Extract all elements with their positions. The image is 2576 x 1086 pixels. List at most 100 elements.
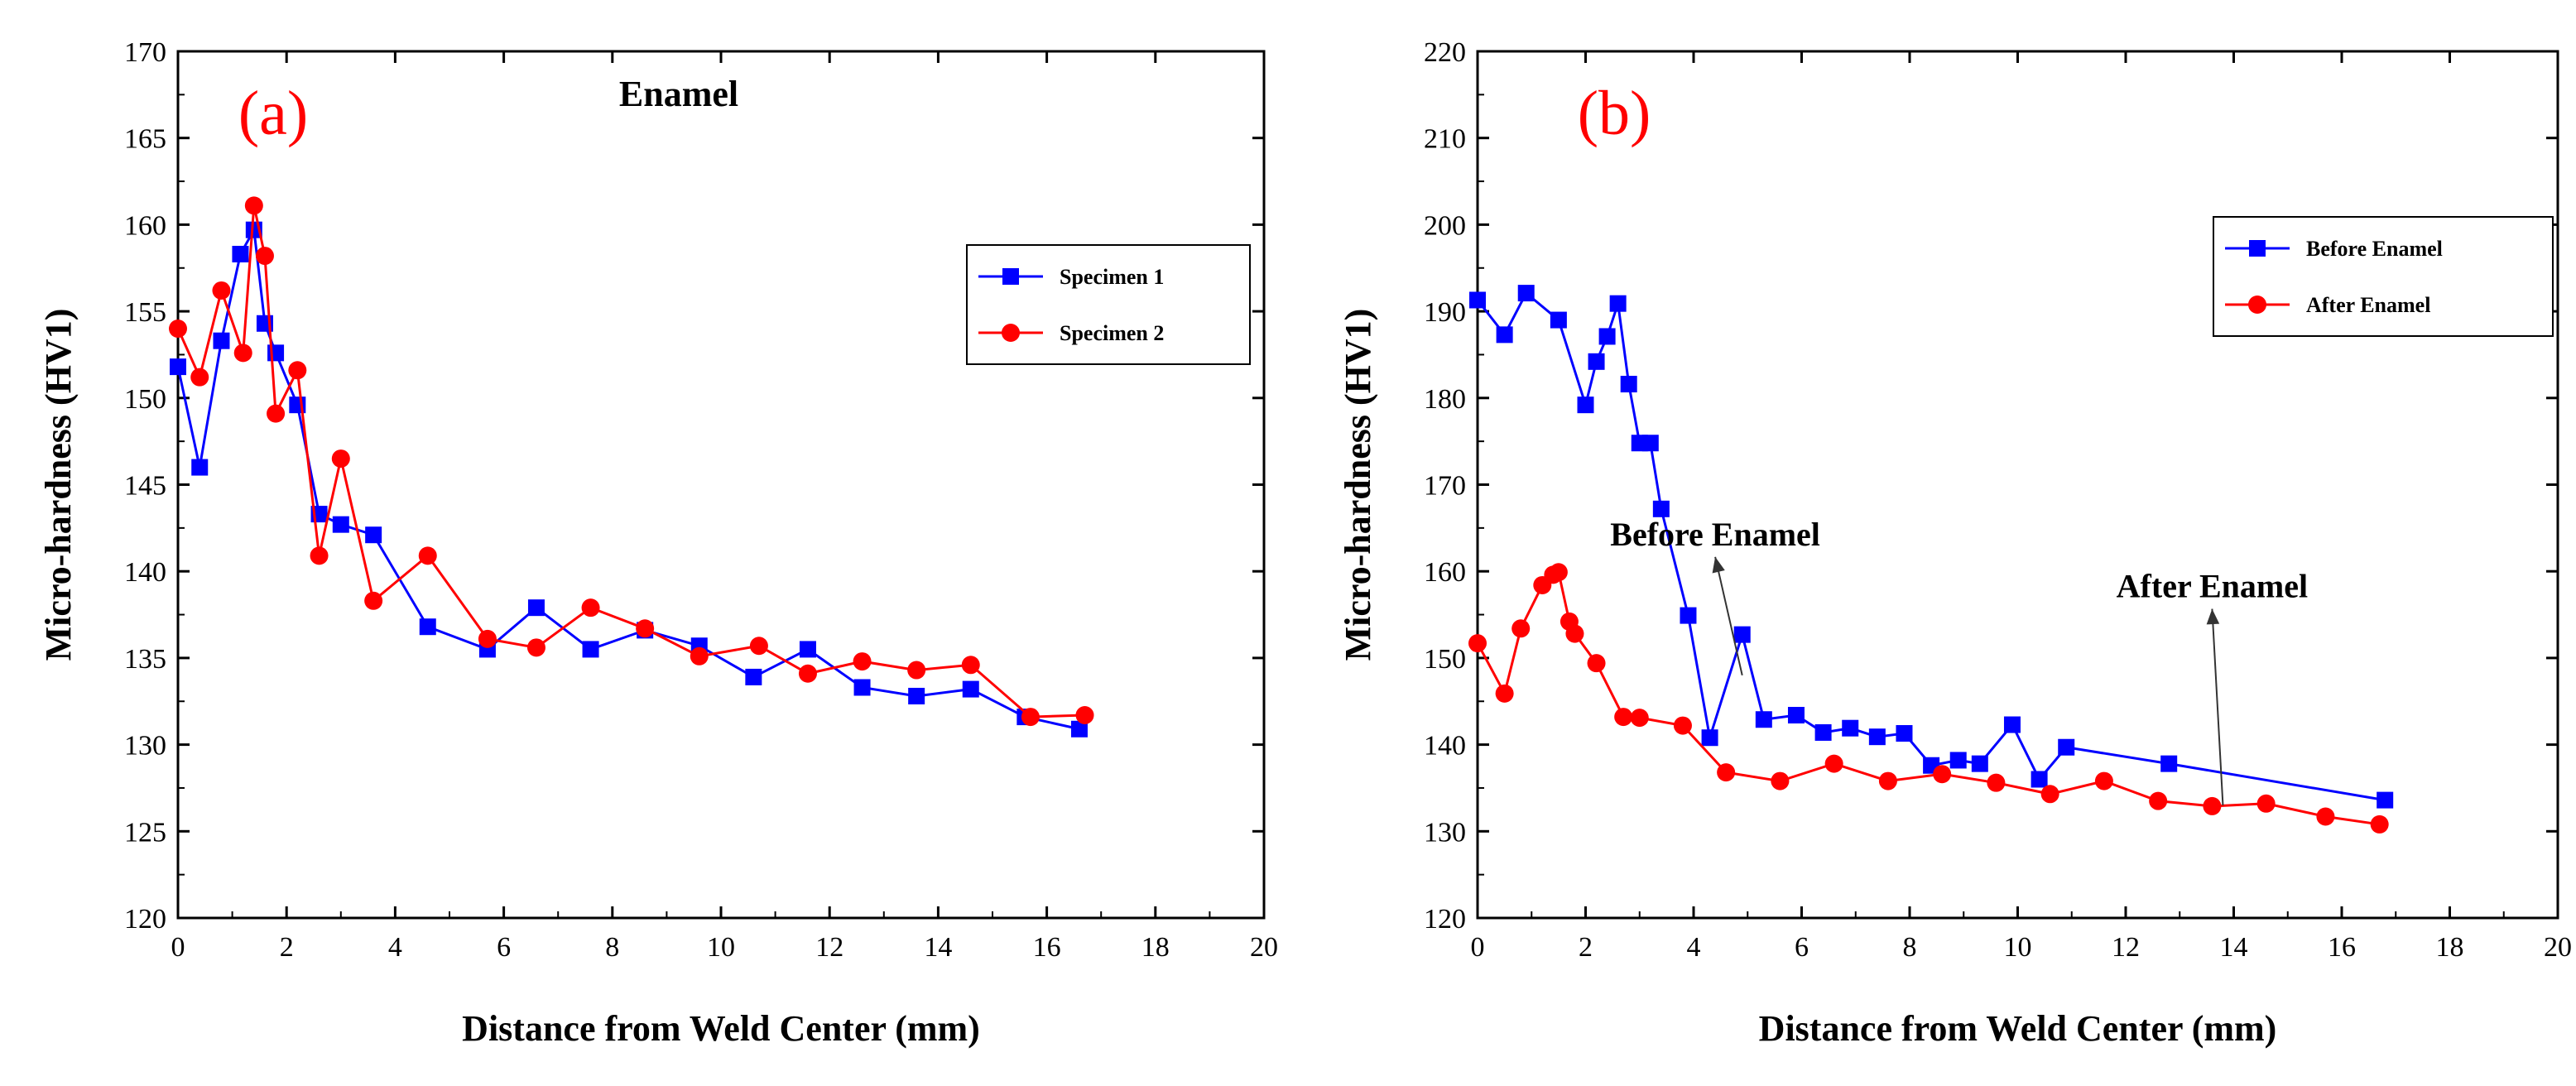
data-point: [1511, 619, 1531, 638]
data-point: [749, 637, 768, 656]
y-tick-label: 200: [1424, 210, 1466, 241]
data-point: [478, 629, 497, 648]
data-point: [581, 598, 600, 617]
data-point: [1680, 607, 1697, 624]
legend-label: After Enamel: [2306, 293, 2430, 317]
annotation-arrowhead: [2206, 608, 2220, 625]
data-point: [1577, 396, 1594, 414]
data-point: [582, 641, 599, 658]
data-point: [1673, 716, 1692, 735]
y-tick-label: 120: [124, 904, 166, 935]
x-tick-label: 14: [924, 932, 952, 963]
data-point: [799, 641, 816, 658]
data-point: [1771, 771, 1790, 790]
data-point: [1496, 326, 1513, 344]
data-point: [1070, 720, 1088, 738]
data-point: [364, 591, 383, 610]
legend-label: Before Enamel: [2306, 237, 2443, 261]
data-point: [244, 196, 263, 215]
data-point: [961, 656, 980, 675]
data-point: [267, 404, 286, 423]
data-point: [232, 245, 249, 262]
data-point: [798, 664, 817, 683]
data-point: [1021, 708, 1040, 727]
data-point: [331, 449, 350, 469]
y-tick-label: 210: [1424, 124, 1466, 155]
data-point: [2377, 791, 2394, 809]
data-point: [1987, 773, 2006, 792]
legend-entry: Specimen 2: [978, 321, 1164, 345]
data-point: [745, 668, 762, 685]
data-point: [962, 680, 979, 698]
x-tick-label: 12: [2112, 932, 2140, 963]
y-tick-label: 135: [124, 644, 166, 675]
data-point: [1896, 724, 1913, 742]
x-tick-label: 6: [497, 932, 511, 963]
data-point: [1787, 707, 1805, 724]
data-point: [1717, 763, 1736, 782]
data-point: [2316, 807, 2335, 826]
data-point: [170, 358, 186, 376]
data-point: [1517, 285, 1535, 302]
data-point: [365, 526, 382, 544]
data-point: [233, 344, 252, 363]
data-point: [1614, 708, 1633, 727]
data-point: [288, 361, 307, 380]
legend-marker: [1002, 268, 1019, 285]
data-point: [1755, 711, 1772, 728]
x-axis-title: Distance from Weld Center (mm): [1759, 1008, 2277, 1049]
data-point: [853, 652, 872, 671]
annotation: After Enamel: [2117, 568, 2308, 805]
data-point: [1588, 353, 1605, 370]
data-point: [1609, 295, 1627, 312]
x-axis-title: Distance from Weld Center (mm): [462, 1008, 980, 1049]
panel-label: (a): [238, 79, 308, 148]
data-point: [690, 646, 709, 666]
data-point: [310, 546, 329, 565]
data-point: [1971, 755, 1988, 772]
legend: Specimen 1 Specimen 2: [966, 244, 1251, 365]
data-point: [1842, 719, 1859, 737]
y-tick-label: 170: [124, 37, 166, 68]
x-tick-label: 4: [388, 932, 402, 963]
x-tick-label: 14: [2220, 932, 2248, 963]
legend-box: [2213, 216, 2554, 337]
y-tick-label: 170: [1424, 471, 1466, 502]
data-point: [332, 516, 349, 533]
data-point: [212, 281, 231, 300]
y-tick-label: 160: [124, 210, 166, 241]
x-tick-label: 2: [1579, 932, 1593, 963]
data-point: [213, 332, 230, 349]
legend-entry: Before Enamel: [2225, 237, 2443, 261]
panel-label: (b): [1578, 79, 1651, 148]
data-point: [907, 661, 926, 680]
data-point: [2031, 771, 2048, 788]
x-tick-label: 4: [1687, 932, 1701, 963]
series-line: [176, 205, 1085, 718]
y-axis-title: Micro-hardness (HV1): [38, 309, 79, 661]
annotation: Before Enamel: [1610, 516, 1820, 676]
data-point: [2160, 755, 2178, 772]
y-tick-label: 165: [124, 124, 166, 155]
data-point: [1701, 729, 1718, 747]
series-line: [176, 225, 1080, 731]
annotation-label: Before Enamel: [1610, 516, 1820, 553]
y-tick-label: 180: [1424, 384, 1466, 415]
data-point: [1468, 634, 1487, 653]
y-tick-label: 220: [1424, 37, 1466, 68]
legend-label: Specimen 1: [1060, 265, 1164, 289]
data-point: [526, 638, 545, 657]
panel-b: 0 2 4 6 8 10 12 14 16 18 20 120 130 140 150 160 170 180 19…: [1338, 37, 2572, 1049]
x-tick-label: 16: [1033, 932, 1061, 963]
x-tick-label: 8: [605, 932, 619, 963]
legend-marker: [2248, 296, 2266, 314]
data-point: [1620, 376, 1637, 393]
data-point: [1933, 765, 1952, 784]
y-tick-label: 190: [1424, 297, 1466, 328]
data-point: [1495, 684, 1514, 703]
x-tick-label: 10: [2004, 932, 2032, 963]
data-point: [255, 247, 274, 266]
data-point: [1878, 771, 1897, 790]
data-point: [2370, 814, 2389, 834]
